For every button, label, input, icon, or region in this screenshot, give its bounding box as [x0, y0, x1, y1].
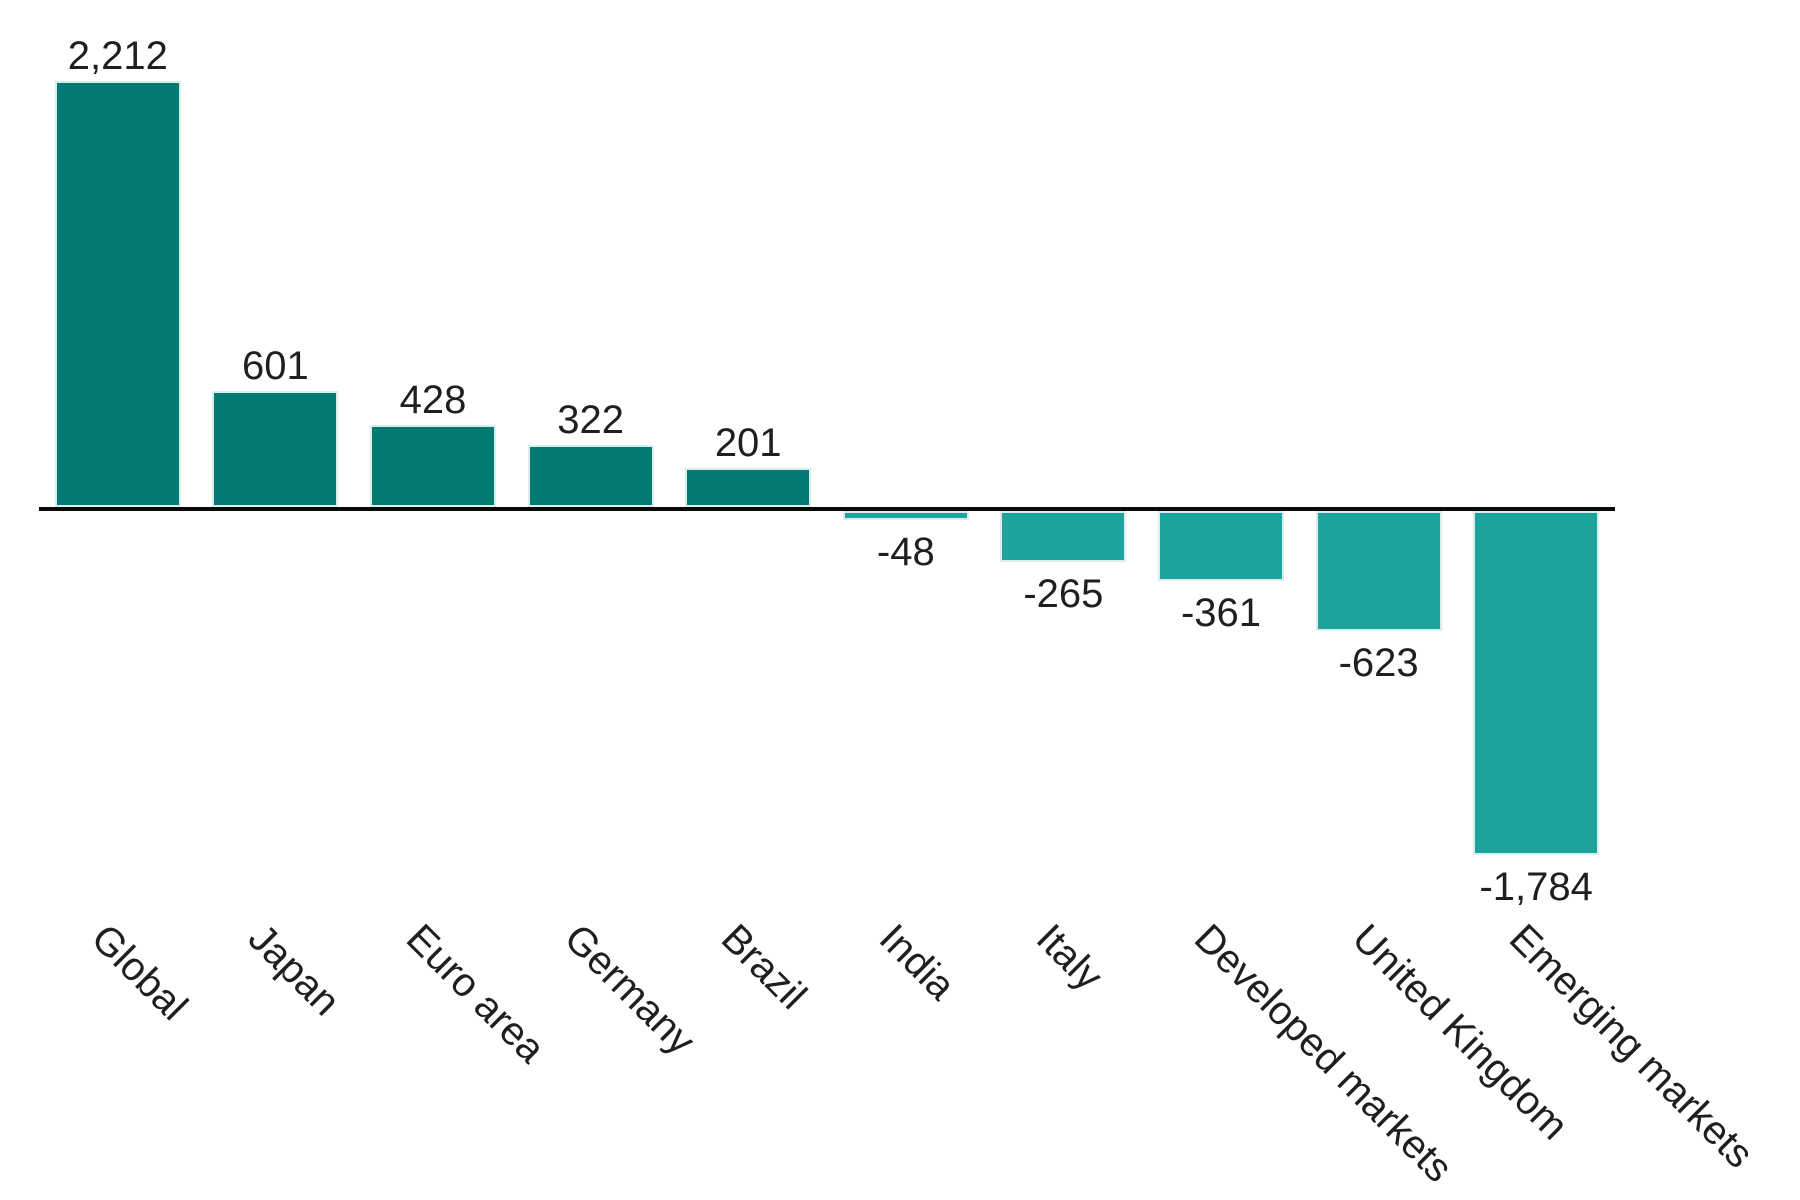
- x-axis-line: [39, 507, 1615, 511]
- value-label: 322: [557, 397, 624, 442]
- category-label: Global: [82, 916, 196, 1029]
- bar: [1000, 511, 1127, 563]
- category-label: Italy: [1028, 916, 1112, 999]
- value-label: -361: [1180, 590, 1262, 635]
- category-label: Germany: [555, 916, 703, 1064]
- category-label: Developed markets: [1185, 916, 1461, 1191]
- bar: [1473, 511, 1600, 855]
- value-label: 428: [399, 377, 467, 422]
- value-label: 2,212: [67, 34, 168, 78]
- value-label: -265: [1023, 572, 1104, 617]
- bar: [54, 81, 181, 507]
- category-label: Japan: [240, 916, 349, 1025]
- value-label: 201: [714, 421, 782, 466]
- value-label: -1,784: [1479, 864, 1593, 909]
- bar: [527, 444, 654, 507]
- bar: [212, 391, 339, 507]
- value-label: -623: [1338, 640, 1419, 685]
- bar: [685, 468, 812, 507]
- category-label: Euro area: [397, 916, 554, 1072]
- bar: [370, 424, 496, 507]
- value-label: -48: [876, 530, 935, 575]
- value-label: 601: [242, 344, 309, 389]
- category-label: Brazil: [713, 916, 815, 1018]
- bar: [842, 511, 969, 521]
- category-label: India: [870, 916, 964, 1009]
- bar: [1315, 511, 1442, 631]
- bar: [1158, 511, 1284, 581]
